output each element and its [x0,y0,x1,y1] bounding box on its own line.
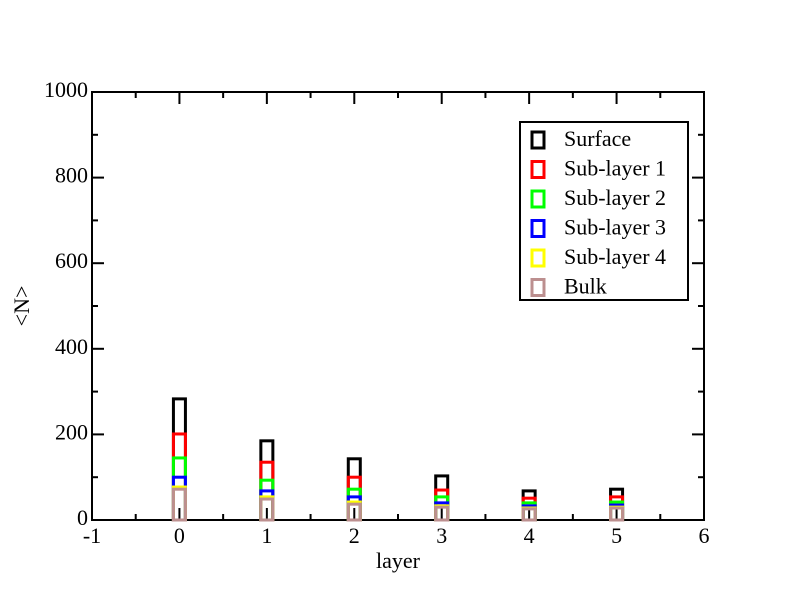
legend-swatch [530,278,546,297]
legend-label: Sub-layer 4 [564,244,666,269]
y-tick-label: 200 [55,419,88,444]
x-tick-label: -1 [83,523,101,548]
x-tick-label: 3 [436,523,447,548]
y-tick-label: 1000 [44,77,88,102]
legend-swatch [530,189,546,209]
legend-label: Sub-layer 1 [564,156,666,181]
x-tick-label: 5 [611,523,622,548]
legend-box [519,121,689,301]
legend-label: Surface [564,126,631,151]
y-axis-label: <N> [9,286,34,327]
y-tick-label: 0 [77,505,88,530]
legend-label: Sub-layer 2 [564,185,666,210]
legend-swatch [530,219,546,238]
y-tick-label: 600 [55,248,88,273]
y-tick-label: 400 [55,334,88,359]
legend-swatch [530,160,546,179]
x-tick-label: 4 [524,523,535,548]
bar [434,505,450,522]
bar [609,506,625,522]
x-tick-label: 0 [174,523,185,548]
bar [346,502,362,522]
legend-label: Sub-layer 3 [564,215,666,240]
x-tick-label: 2 [349,523,360,548]
legend-swatch [530,130,546,150]
bar [171,487,187,522]
y-tick-label: 800 [55,163,88,188]
x-tick-label: 6 [699,523,710,548]
legend-label: Bulk [564,274,607,299]
x-tick-label: 1 [261,523,272,548]
bar [259,497,275,522]
x-axis-label: layer [376,548,421,573]
bar [521,507,537,522]
legend-swatch [530,248,546,268]
